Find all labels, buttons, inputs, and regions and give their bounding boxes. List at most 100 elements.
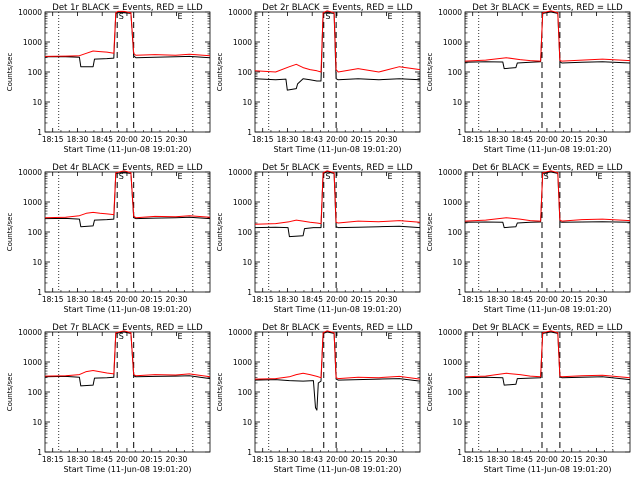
y-axis-label: Counts/sec [6, 53, 14, 92]
x-axis-label: Start Time (11-Jun-08 19:01:20) [274, 465, 402, 474]
y-tick-label: 100 [448, 68, 463, 77]
panel-title: Det 4r BLACK = Events, RED = LLD [52, 163, 203, 173]
x-tick-label: 20:00 [116, 295, 138, 304]
corner-marker: E [597, 172, 602, 181]
x-tick-label: 18:45 [91, 295, 113, 304]
x-tick-label: 18:15 [252, 135, 274, 144]
plot-frame [464, 171, 631, 293]
x-tick-label: 20:15 [561, 455, 583, 464]
y-tick-label: 10 [242, 418, 252, 427]
panel-det3: Det 3r BLACK = Events, RED = LLD 1 10 100 10… [426, 3, 631, 154]
x-tick-label: 18:15 [252, 295, 274, 304]
corner-marker: E [177, 172, 182, 181]
x-tick-label: 18:45 [511, 455, 533, 464]
x-tick-label: 18:43 [301, 135, 323, 144]
x-tick-label: 20:00 [116, 455, 138, 464]
series-lld [254, 170, 421, 225]
y-tick-label: 1000 [23, 358, 42, 367]
corner-marker: E [387, 172, 392, 181]
x-tick-label: 20:15 [141, 295, 163, 304]
x-tick-label: 20:15 [141, 135, 163, 144]
x-tick-label: 20:00 [536, 295, 558, 304]
y-tick-label: 1000 [233, 38, 252, 47]
series-events [254, 171, 421, 238]
x-tick-label: 20:15 [351, 455, 373, 464]
x-tick-label: 20:00 [536, 135, 558, 144]
y-tick-label: 10 [32, 258, 42, 267]
corner-marker: S [544, 172, 549, 181]
y-tick-label: 10 [452, 418, 462, 427]
y-tick-label: 100 [28, 388, 43, 397]
plot-frame [254, 331, 421, 453]
y-tick-label: 1 [37, 448, 42, 457]
series-events [254, 12, 421, 91]
y-tick-label: 10000 [438, 168, 462, 177]
y-tick-label: 10000 [228, 328, 252, 337]
y-tick-label: 1 [457, 288, 462, 297]
corner-marker: E [177, 12, 182, 21]
x-tick-label: 20:00 [326, 135, 348, 144]
series-lld [44, 10, 211, 57]
panel-title: Det 8r BLACK = Events, RED = LLD [262, 323, 413, 333]
y-tick-label: 1000 [23, 38, 42, 47]
y-tick-label: 10000 [18, 8, 42, 17]
y-tick-label: 100 [448, 228, 463, 237]
x-tick-label: 18:30 [487, 135, 509, 144]
x-tick-label: 20:00 [536, 455, 558, 464]
x-axis-label: Start Time (11-Jun-08 19:01:20) [484, 465, 612, 474]
x-tick-label: 20:30 [586, 295, 608, 304]
y-tick-label: 10000 [18, 328, 42, 337]
series-lld [254, 330, 421, 380]
panel-title: Det 5r BLACK = Events, RED = LLD [262, 163, 413, 173]
x-axis-label: Start Time (11-Jun-08 19:01:20) [64, 145, 192, 154]
panel-title: Det 9r BLACK = Events, RED = LLD [472, 323, 623, 333]
panel-det7: Det 7r BLACK = Events, RED = LLD 1 10 100 10… [6, 323, 211, 474]
panel-det2: Det 2r BLACK = Events, RED = LLD 1 10 100 10… [216, 3, 421, 154]
x-tick-label: 18:30 [487, 295, 509, 304]
x-tick-label: 18:45 [91, 135, 113, 144]
x-tick-label: 18:30 [67, 455, 89, 464]
panel-title: Det 1r BLACK = Events, RED = LLD [52, 3, 203, 13]
series-lld [464, 330, 631, 379]
plot-frame [254, 11, 421, 133]
x-tick-label: 20:00 [326, 455, 348, 464]
x-tick-label: 18:30 [277, 295, 299, 304]
panel-det1: Det 1r BLACK = Events, RED = LLD 1 10 100 10… [6, 3, 211, 154]
x-tick-label: 18:15 [462, 295, 484, 304]
x-tick-label: 18:43 [301, 455, 323, 464]
y-tick-label: 1000 [443, 358, 462, 367]
series-lld [44, 170, 211, 219]
corner-marker: S [325, 172, 330, 181]
series-lld [464, 10, 631, 62]
y-axis-label: Counts/sec [426, 53, 434, 92]
panel-det9: Det 9r BLACK = Events, RED = LLD 1 10 100 10… [426, 323, 631, 474]
y-tick-label: 100 [238, 228, 253, 237]
series-events [44, 172, 211, 228]
x-tick-label: 18:45 [91, 455, 113, 464]
x-tick-label: 20:15 [561, 135, 583, 144]
y-tick-label: 10000 [228, 8, 252, 17]
y-tick-label: 1000 [443, 198, 462, 207]
panel-det8: Det 8r BLACK = Events, RED = LLD 1 10 100 10… [216, 323, 421, 474]
plot-frame [254, 171, 421, 293]
y-tick-label: 10 [242, 98, 252, 107]
y-tick-label: 1000 [233, 198, 252, 207]
y-tick-label: 100 [238, 388, 253, 397]
series-lld [44, 330, 211, 378]
y-tick-label: 10000 [438, 8, 462, 17]
x-tick-label: 18:15 [252, 455, 274, 464]
x-tick-label: 18:30 [67, 135, 89, 144]
x-tick-label: 18:30 [67, 295, 89, 304]
y-tick-label: 1000 [23, 198, 42, 207]
x-tick-label: 20:30 [586, 455, 608, 464]
series-lld [254, 10, 421, 73]
x-tick-label: 18:15 [42, 455, 64, 464]
y-tick-label: 100 [28, 68, 43, 77]
plot-frame [44, 11, 211, 133]
y-tick-label: 1 [457, 448, 462, 457]
y-axis-label: Counts/sec [426, 373, 434, 412]
x-tick-label: 20:30 [376, 455, 398, 464]
y-axis-label: Counts/sec [216, 53, 224, 92]
x-tick-label: 20:30 [166, 455, 188, 464]
